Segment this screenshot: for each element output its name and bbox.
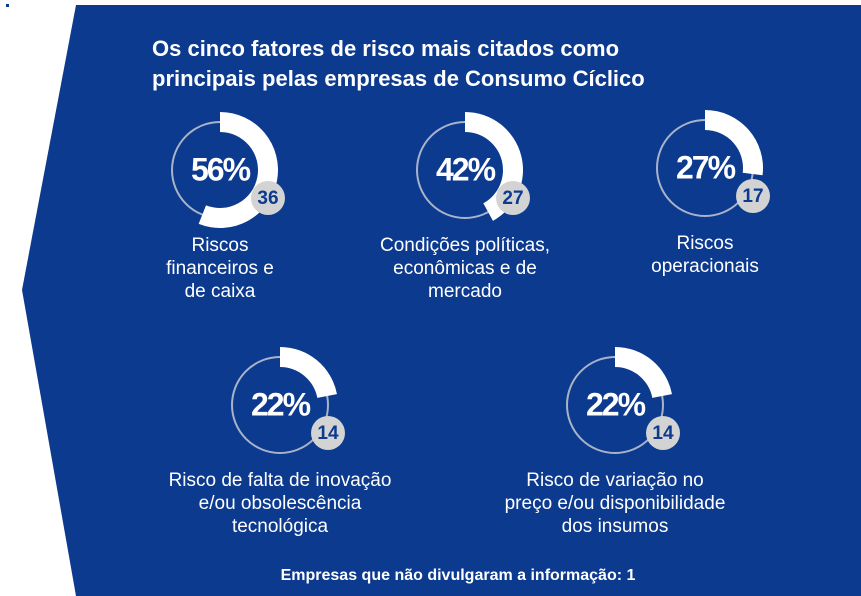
item-label: preço e/ou disponibilidade — [505, 493, 726, 514]
item-label: Risco de variação no — [526, 470, 703, 491]
count-badge — [736, 179, 770, 213]
count-badge — [311, 416, 345, 450]
count-label: 27 — [502, 188, 523, 209]
count-label: 36 — [257, 188, 278, 209]
footer: Empresas que não divulgaram a informação… — [281, 567, 636, 584]
percent-label: 22% — [251, 386, 311, 422]
percent-label: 27% — [676, 149, 736, 185]
donut-arc — [280, 347, 337, 398]
title: principais pelas empresas de Consumo Cíc… — [152, 66, 645, 91]
item-label: Condições políticas, — [380, 235, 550, 256]
item-label: operacionais — [651, 256, 759, 277]
percent-label: 56% — [191, 151, 251, 187]
title: Os cinco fatores de risco mais citados c… — [152, 36, 619, 61]
item-label: econômicas e de — [393, 258, 537, 279]
item-label: de caixa — [185, 281, 256, 302]
item-label: financeiros e — [166, 258, 274, 279]
item-label: dos insumos — [562, 516, 669, 537]
dot — [6, 4, 9, 7]
item-label: e/ou obsolescência — [199, 493, 362, 514]
count-label: 14 — [317, 423, 339, 444]
count-badge — [646, 416, 680, 450]
count-badge — [251, 181, 285, 215]
count-label: 14 — [652, 423, 674, 444]
item-label: tecnológica — [232, 516, 329, 537]
donut-arc — [705, 110, 763, 176]
item-label: Riscos — [191, 235, 248, 256]
item-label: Riscos — [676, 233, 733, 254]
percent-label: 42% — [436, 151, 496, 187]
item-label: mercado — [428, 281, 502, 302]
percent-label: 22% — [586, 386, 646, 422]
background-shape — [22, 5, 861, 596]
item-label: Risco de falta de inovação — [169, 470, 392, 491]
count-label: 17 — [742, 186, 763, 207]
donut-arc — [615, 347, 672, 398]
count-badge — [496, 181, 530, 215]
